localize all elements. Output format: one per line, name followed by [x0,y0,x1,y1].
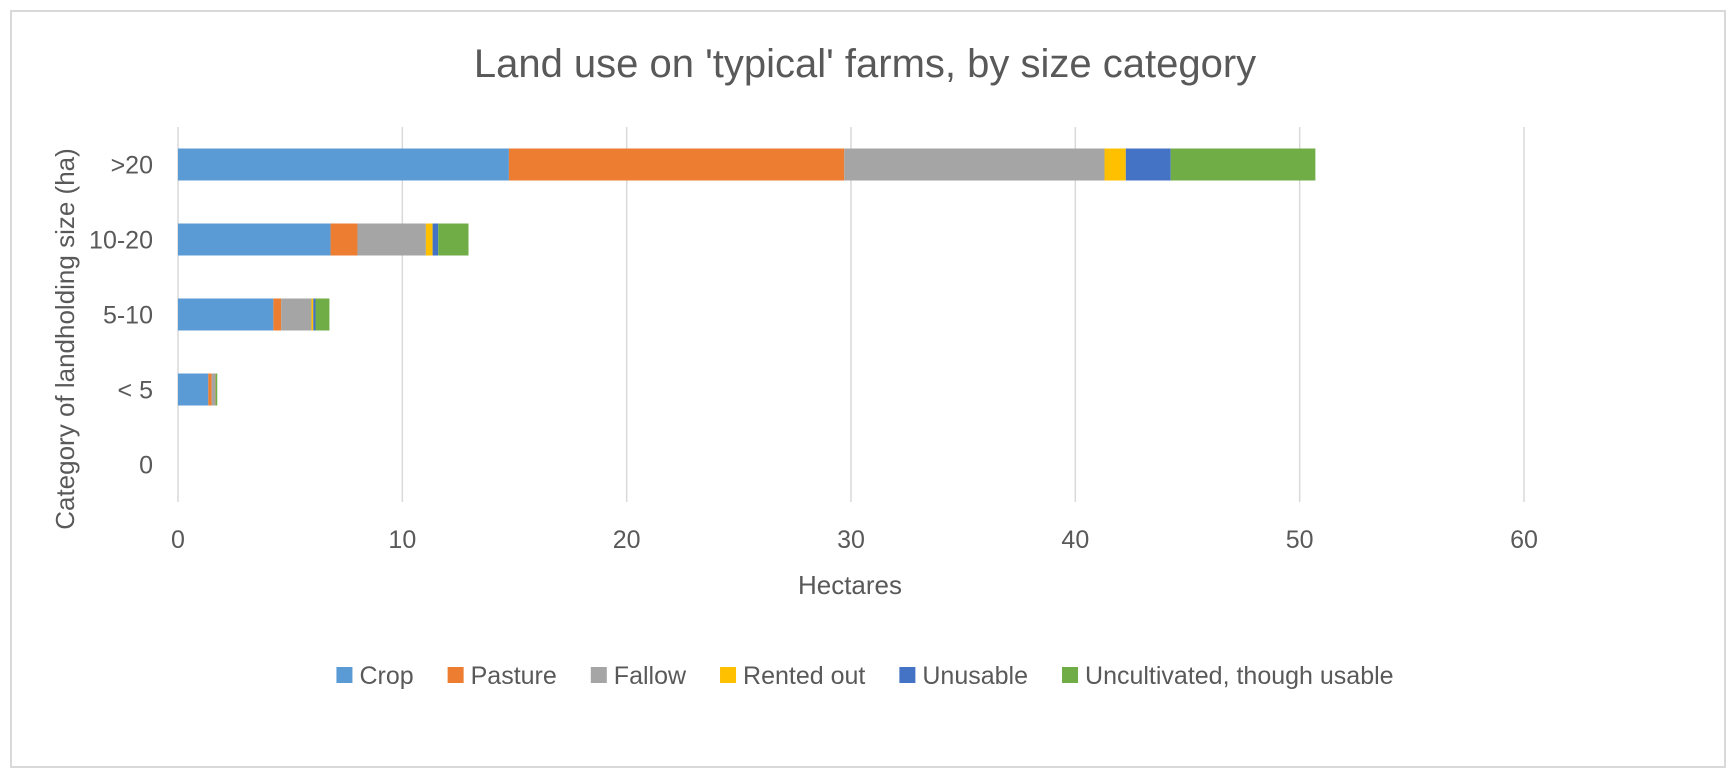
x-axis-title: Hectares [798,570,902,600]
y-tick-label: 10-20 [89,227,153,255]
bar-segment-uncultivated-though-usable [315,298,330,331]
bars [178,148,1316,406]
chart-frame: Land use on 'typical' farms, by size cat… [10,10,1726,768]
y-tick-label: < 5 [118,377,153,405]
x-tick-label-50: 50 [1286,526,1314,554]
legend-label-uncultivated-though-usable: Uncultivated, though usable [1085,662,1394,690]
gridlines [177,127,1525,502]
bar-segment-crop [178,298,274,331]
bar-segment-uncultivated-though-usable [1170,148,1316,181]
bar-segment-crop [178,148,509,181]
bar-segment-uncultivated-though-usable [438,223,469,256]
bar-segment-unusable [1125,148,1171,181]
x-tick-label-40: 40 [1061,526,1089,554]
y-tick-label: >20 [111,152,153,180]
bar-segment-fallow [844,148,1105,181]
bar-segment-uncultivated-though-usable [215,373,218,406]
legend-label-rented-out: Rented out [743,662,865,690]
chart-svg: Land use on 'typical' farms, by size cat… [50,42,1538,690]
x-tick-label-0: 0 [171,526,185,554]
legend-swatch-rented-out [720,667,737,683]
bar-segment-pasture [208,373,212,406]
legend-label-unusable: Unusable [922,662,1028,690]
bar-segment-unusable [432,223,439,256]
x-tick-label-20: 20 [613,526,641,554]
bar-segment-pasture [273,298,282,331]
bar-segment-rented-out [425,223,433,256]
bar-segment-rented-out [311,298,314,331]
y-tick-label: 0 [139,452,153,480]
bar-segment-crop [178,223,331,256]
legend-label-pasture: Pasture [471,662,557,690]
x-tick-label-10: 10 [388,526,416,554]
y-axis-title: Category of landholding size (ha) [50,148,80,530]
legend-swatch-crop [336,667,353,683]
bar-segment-crop [178,373,209,406]
legend-swatch-pasture [447,667,464,683]
bar-segment-pasture [330,223,358,256]
legend-label-crop: Crop [359,662,413,690]
bar-segment-unusable [313,298,316,331]
legend-swatch-fallow [590,667,607,683]
x-tick-labels: 0 10 20 30 40 50 60 [171,526,1538,554]
legend-swatch-unusable [899,667,916,683]
legend-swatch-uncultivated-though-usable [1062,667,1079,683]
x-tick-label-30: 30 [837,526,865,554]
legend: Crop Pasture Fallow Rented out Unusable Uncul… [336,662,1394,690]
bar-segment-fallow [281,298,312,331]
x-tick-label-60: 60 [1510,526,1538,554]
legend-label-fallow: Fallow [614,662,687,690]
y-tick-labels: 0 < 5 5-10 10-20 >20 [89,152,153,480]
bar-segment-fallow [357,223,426,256]
bar-segment-fallow [211,373,216,406]
y-tick-label: 5-10 [103,302,153,330]
bar-segment-pasture [508,148,845,181]
bar-segment-rented-out [1104,148,1126,181]
chart-title: Land use on 'typical' farms, by size cat… [474,42,1256,86]
